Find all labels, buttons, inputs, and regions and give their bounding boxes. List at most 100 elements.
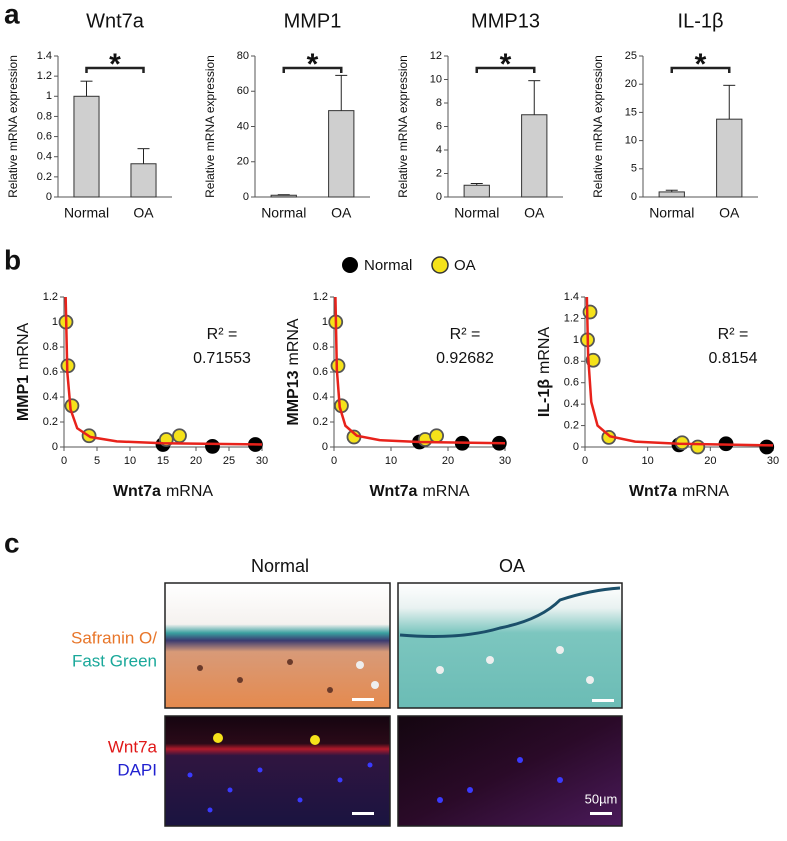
x-tick-label: 10 [385, 455, 397, 467]
y-axis-label: Relative mRNA expression [6, 55, 20, 198]
panel-label: c [4, 527, 20, 558]
row-label: Fast Green [72, 651, 157, 670]
x-axis-label-rest: mRNA [166, 483, 213, 500]
r-squared: 0.92682 [436, 350, 494, 367]
y-tick-label: 0.6 [43, 366, 58, 378]
y-tick-label: 20 [237, 156, 249, 168]
y-tick-label: 1.2 [564, 312, 579, 324]
significance-bracket [475, 66, 536, 73]
x-axis-label-rest: mRNA [682, 483, 729, 500]
y-tick-label: 0.8 [564, 355, 579, 367]
significance-marker: * [307, 48, 319, 81]
fit-curve [334, 296, 506, 445]
y-tick-label: 0.6 [313, 366, 328, 378]
y-tick-label: 80 [237, 50, 249, 62]
fit-curve [585, 296, 774, 447]
y-tick-label: 15 [625, 106, 637, 118]
x-tick-label: 0 [582, 455, 588, 467]
y-tick-label: 2 [436, 167, 442, 179]
y-axis-label: IL-1β mRNA [536, 327, 553, 418]
y-axis-label-bold: MMP13 [285, 370, 302, 425]
y-tick-label: 0.4 [43, 391, 58, 403]
significance-marker: * [500, 48, 512, 81]
legend-swatch [342, 257, 358, 273]
y-axis-label: Relative mRNA expression [396, 55, 410, 198]
y-tick-label: 0 [436, 191, 442, 203]
x-tick-label: OA [719, 205, 740, 221]
y-tick-label: 10 [625, 135, 637, 147]
r-squared: R² = [450, 326, 481, 343]
y-tick-label: 0.8 [43, 341, 58, 353]
chart-title: MMP1 [284, 10, 342, 32]
panel-label: b [4, 244, 21, 275]
y-tick-label: 1.4 [37, 50, 52, 62]
y-tick-label: 20 [625, 78, 637, 90]
significance-marker: * [695, 48, 707, 81]
fit-curve [64, 296, 263, 446]
y-tick-label: 0 [52, 441, 58, 453]
y-tick-label: 0.2 [43, 416, 58, 428]
y-axis-label-bold: IL-1β [536, 379, 553, 417]
y-tick-label: 8 [436, 97, 442, 109]
significance-bracket [282, 66, 343, 73]
scale-bar-label: 50µm [585, 791, 618, 806]
y-tick-label: 0.2 [313, 416, 328, 428]
bar [463, 184, 490, 198]
x-tick-label: 20 [704, 455, 716, 467]
r-squared: 0.71553 [193, 350, 251, 367]
x-tick-label: Normal [454, 205, 499, 221]
x-tick-label: OA [133, 205, 154, 221]
error-bar [528, 80, 541, 115]
bar [130, 163, 157, 198]
y-tick-label: 1 [322, 316, 328, 328]
error-bar [470, 182, 483, 186]
x-tick-label: Normal [649, 205, 694, 221]
x-tick-label: 30 [499, 455, 511, 467]
y-axis-label: MMP13 mRNA [285, 318, 302, 426]
y-axis-label-rest: mRNA [15, 323, 32, 370]
x-axis-label: Wnt7a mRNA [369, 483, 469, 500]
y-tick-label: 1 [46, 90, 52, 102]
y-tick-label: 0 [243, 191, 249, 203]
x-tick-label: 20 [190, 455, 202, 467]
y-tick-label: 0 [573, 441, 579, 453]
y-tick-label: 0.2 [564, 419, 579, 431]
y-tick-label: 0.6 [564, 377, 579, 389]
x-tick-label: 20 [442, 455, 454, 467]
row-label: DAPI [117, 760, 157, 779]
r-squared: 0.8154 [709, 350, 758, 367]
y-axis-label: MMP1 mRNA [15, 323, 32, 422]
y-tick-label: 10 [430, 73, 442, 85]
bar [270, 194, 297, 198]
image-dapi-oa [397, 715, 623, 827]
x-tick-label: 30 [256, 455, 268, 467]
y-tick-label: 1.2 [43, 291, 58, 303]
x-tick-label: 15 [157, 455, 169, 467]
r-squared: R² = [718, 326, 749, 343]
y-tick-label: 60 [237, 85, 249, 97]
x-tick-label: OA [331, 205, 352, 221]
significance-bracket [85, 66, 145, 73]
y-tick-label: 1.2 [37, 70, 52, 82]
image-dapi-normal [164, 715, 391, 827]
chart-title: IL-1β [678, 10, 724, 32]
x-axis-label-bold: Wnt7a [369, 483, 417, 500]
y-axis-label-rest: mRNA [285, 318, 302, 365]
x-tick-label: OA [524, 205, 545, 221]
point [429, 428, 445, 444]
r-squared: R² = [207, 326, 238, 343]
x-tick-label: 25 [223, 455, 235, 467]
error-bar [80, 80, 93, 97]
significance-marker: * [109, 48, 121, 81]
x-tick-label: 10 [642, 455, 654, 467]
y-tick-label: 0.4 [37, 151, 52, 163]
row-label: Wnt7a [108, 737, 158, 756]
image-safranin-oa [397, 582, 623, 709]
y-axis-label: Relative mRNA expression [203, 55, 217, 198]
y-tick-label: 0.8 [37, 110, 52, 122]
y-tick-label: 1.4 [564, 291, 579, 303]
legend-swatch [431, 256, 449, 274]
x-tick-label: 0 [61, 455, 67, 467]
bar [658, 191, 685, 198]
